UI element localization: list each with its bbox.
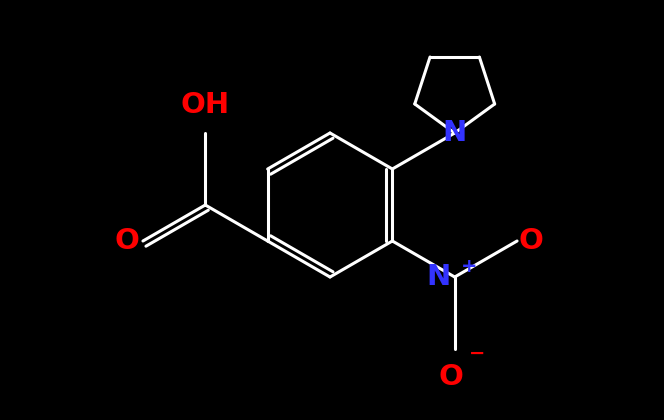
Text: O: O — [114, 227, 139, 255]
Text: O: O — [519, 227, 544, 255]
Text: +: + — [461, 257, 477, 276]
Text: N: N — [426, 263, 451, 291]
Text: OH: OH — [181, 91, 230, 119]
Text: N: N — [443, 119, 467, 147]
Text: −: − — [469, 344, 485, 362]
Text: O: O — [438, 363, 463, 391]
